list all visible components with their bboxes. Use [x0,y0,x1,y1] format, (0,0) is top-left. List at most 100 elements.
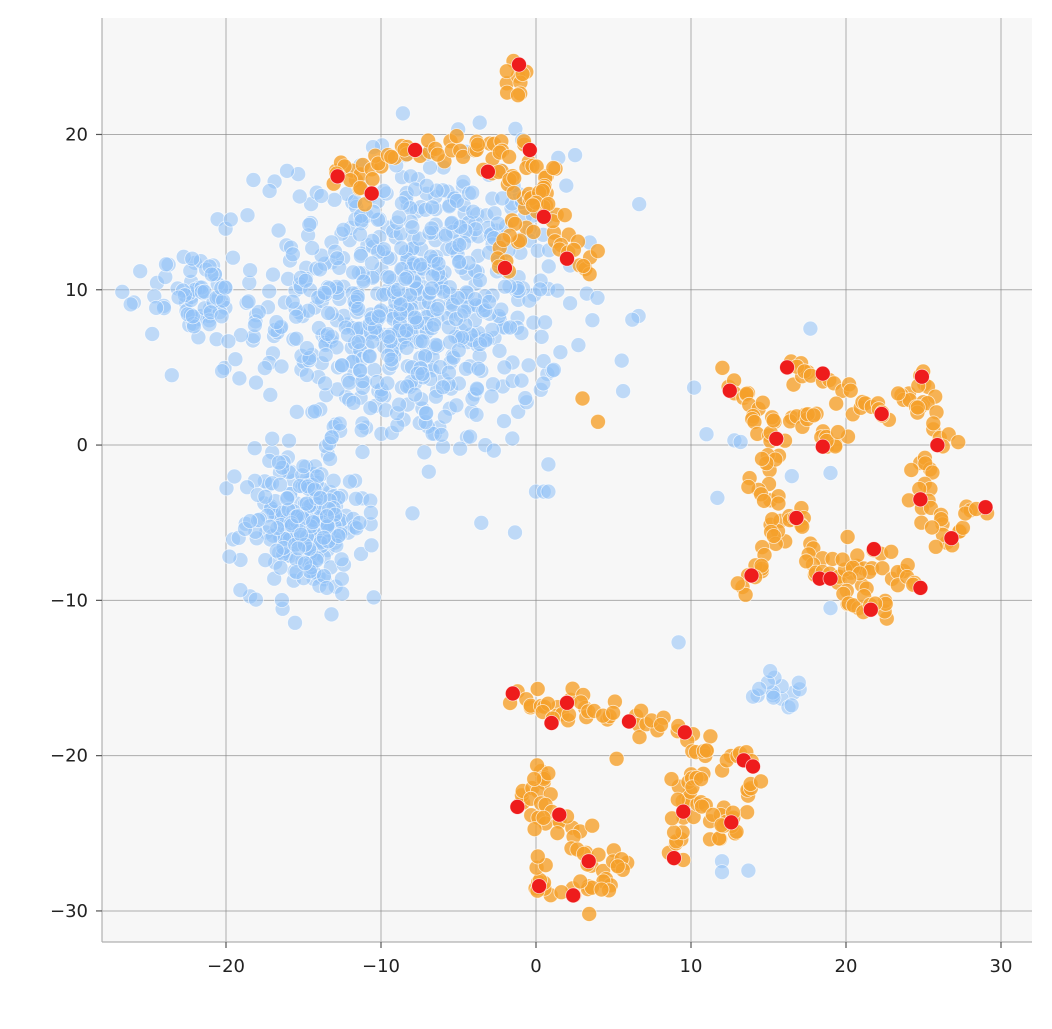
scatter-point [943,530,960,547]
y-tick-label: −30 [50,901,88,922]
scatter-point [184,308,201,325]
scatter-point [273,592,290,608]
scatter-point [319,326,336,343]
scatter-point [418,177,435,194]
scatter-point [914,368,930,385]
scatter-point [694,798,710,815]
scatter-point [364,255,380,272]
scatter-point [313,188,330,204]
scatter-point [352,226,368,243]
scatter-point [298,367,315,383]
scatter-point [398,322,415,339]
scatter-point [828,395,845,412]
scatter-point [214,363,231,380]
scatter-point [262,386,279,403]
scatter-point [464,184,481,201]
scatter-point [483,388,500,405]
scatter-point [345,394,362,411]
scatter-point [362,400,379,417]
scatter-point [284,293,301,310]
scatter-point [424,199,441,216]
scatter-point [329,168,346,185]
scatter-point [218,480,235,497]
scatter-point [306,403,323,420]
scatter-point [448,128,465,145]
scatter-point [341,374,358,391]
scatter-point [556,207,573,224]
scatter-point [364,171,381,188]
scatter-point [745,758,761,775]
scatter-point [705,806,721,823]
scatter-point [977,499,994,516]
scatter-point [903,462,920,478]
scatter-point [246,317,263,334]
scatter-point [540,483,557,500]
scatter-point [498,63,515,80]
scatter-point [268,542,285,559]
x-tick-label: −10 [362,956,400,977]
scatter-point [305,514,322,531]
scatter-point [312,261,328,278]
scatter-point [866,541,882,557]
scatter-point [874,560,891,577]
scatter-point [723,814,740,831]
scatter-point [580,853,597,870]
scatter-point [535,208,552,225]
scatter-point [268,314,285,331]
scatter-point [213,308,230,325]
scatter-point [842,382,859,399]
scatter-point [543,715,560,731]
scatter-point [751,681,768,697]
scatter-point [245,172,262,188]
scatter-point [114,283,131,300]
scatter-point [383,148,400,165]
scatter-point [148,299,165,316]
scatter-point [529,848,546,865]
scatter-point [362,504,379,521]
scatter-point [348,490,364,507]
scatter-point [407,386,423,403]
scatter-point [873,406,890,422]
scatter-point [404,219,421,236]
scatter-point [158,256,174,273]
scatter-point [765,689,782,706]
scatter-point [590,413,606,430]
scatter-point [430,255,447,272]
scatter-point [232,582,249,598]
scatter-point [370,308,387,325]
scatter-point [473,515,490,531]
scatter-point [352,362,369,379]
scatter-point [323,429,340,446]
scatter-point [414,333,431,350]
scatter-point [470,360,487,377]
scatter-point [318,508,335,525]
scatter-point [581,906,598,922]
scatter-point [589,289,606,306]
scatter-point [355,273,372,290]
scatter-point [433,426,450,443]
scatter-point [890,385,906,402]
scatter-point [288,330,305,347]
scatter-point [552,344,569,361]
scatter-point [950,434,967,451]
scatter-point [448,192,465,209]
plot-area [102,18,1032,942]
scatter-point [264,430,281,447]
scatter-point [567,147,583,164]
scatter-point [753,773,769,790]
scatter-point [955,519,971,536]
x-tick-label: 10 [680,956,703,977]
scatter-point [426,316,443,333]
scatter-point [549,282,566,299]
scatter-point [605,704,621,721]
scatter-point [429,146,446,163]
x-tick-label: −20 [207,956,245,977]
scatter-point [535,810,552,826]
scatter-point [624,311,641,328]
scatter-point [925,415,942,432]
scatter-point [456,303,473,320]
scatter-point [631,196,648,213]
scatter-point [575,258,592,274]
scatter-point [506,170,523,187]
